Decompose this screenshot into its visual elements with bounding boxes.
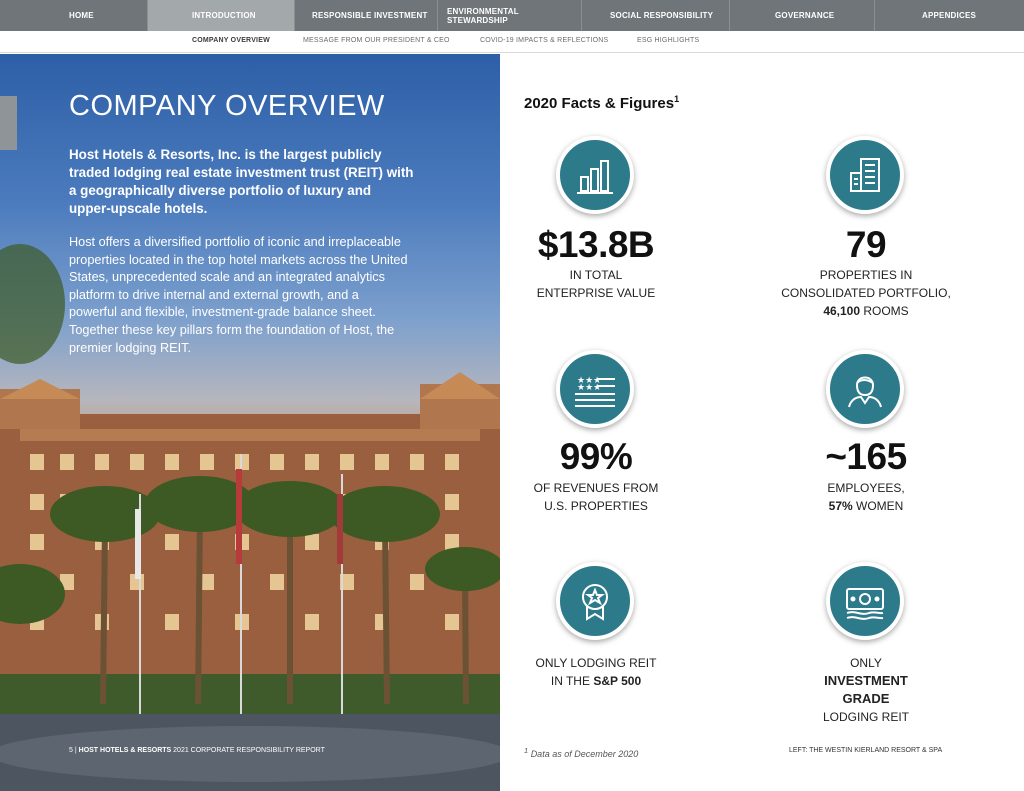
fact-investment-grade-line3: GRADE (746, 690, 986, 708)
fact-enterprise-value: $13.8B (537, 224, 655, 265)
footer-report-title: 2021 CORPORATE RESPONSIBILITY REPORT (173, 747, 325, 754)
fact-enterprise-value-desc: IN TOTAL ENTERPRISE VALUE (476, 266, 716, 302)
tab-appendices[interactable]: APPENDICES (875, 0, 1024, 31)
fact-properties-line2: CONSOLIDATED PORTFOLIO, (781, 286, 951, 300)
fact-sp500-line2: IN THE S&P 500 (476, 672, 716, 690)
edge-tab-marker (0, 96, 17, 150)
hotel-photo (0, 244, 500, 791)
fact-us-revenue-percent: 99% (559, 436, 633, 477)
fact-employees-desc: EMPLOYEES, 57% WOMEN (746, 479, 986, 515)
tab-environmental-stewardship-label: ENVIRONMENTAL STEWARDSHIP (447, 6, 519, 25)
subnav-esg-highlights[interactable]: ESG HIGHLIGHTS (637, 37, 700, 44)
fact-investment-grade-desc: ONLY INVESTMENT GRADE LODGING REIT (746, 654, 986, 726)
tab-appendices-label: APPENDICES (922, 11, 977, 20)
subnav-company-overview[interactable]: COMPANY OVERVIEW (192, 37, 270, 44)
tab-responsible-investment-label: RESPONSIBLE INVESTMENT (312, 11, 428, 20)
fact-investment-grade-line1: ONLY (850, 656, 882, 670)
tab-social-responsibility-label: SOCIAL RESPONSIBILITY (610, 11, 714, 20)
fact-employees-line1: EMPLOYEES, (827, 481, 905, 495)
intro-body-paragraph: Host offers a diversified portfolio of i… (69, 235, 408, 355)
fact-us-revenue-line1: OF REVENUES FROM (533, 481, 659, 495)
fact-sp500-index: S&P 500 (593, 674, 642, 688)
page-number: 5 (69, 747, 73, 754)
tab-governance[interactable]: GOVERNANCE (730, 0, 875, 31)
fact-employees-line2: 57% WOMEN (746, 497, 986, 515)
fact-enterprise-value-line2: ENTERPRISE VALUE (536, 286, 656, 300)
footnote-mark: 1 (524, 746, 529, 755)
fact-properties-line1: PROPERTIES IN (819, 268, 913, 282)
fact-women-percent: 57% (828, 499, 853, 513)
intro-lead-paragraph: Host Hotels & Resorts, Inc. is the large… (69, 147, 414, 216)
top-navigation: HOME INTRODUCTION RESPONSIBLE INVESTMENT… (0, 0, 1024, 31)
svg-text:★★★: ★★★ (577, 376, 601, 386)
woman-employee-icon (826, 350, 904, 428)
sub-navigation: COMPANY OVERVIEW MESSAGE FROM OUR PRESID… (0, 31, 1024, 53)
footnote: 1 Data as of December 2020 (524, 746, 638, 759)
fact-enterprise-value-line1: IN TOTAL (569, 268, 623, 282)
bar-chart-icon (556, 136, 634, 214)
svg-text:★★★: ★★★ (577, 383, 601, 393)
footer-separator: | (74, 747, 77, 754)
fact-investment-word: INVESTMENT (824, 673, 908, 688)
tab-governance-label: GOVERNANCE (775, 11, 835, 20)
subnav-covid-impacts[interactable]: COVID-19 IMPACTS & REFLECTIONS (480, 37, 609, 44)
fact-women-label: WOMEN (852, 499, 904, 513)
footer-brand: HOST HOTELS & RESORTS (78, 747, 172, 754)
tab-home[interactable]: HOME (0, 0, 148, 31)
page-title: COMPANY OVERVIEW (69, 90, 385, 122)
fact-rooms-label: ROOMS (860, 304, 909, 318)
fact-properties-count: 79 (845, 224, 887, 265)
tab-home-label: HOME (69, 11, 94, 20)
fact-properties-line3: 46,100 ROOMS (746, 302, 986, 320)
fact-investment-grade-line4: LODGING REIT (822, 710, 909, 724)
fact-us-revenue-desc: OF REVENUES FROM U.S. PROPERTIES (476, 479, 716, 515)
tab-social-responsibility[interactable]: SOCIAL RESPONSIBILITY (582, 0, 730, 31)
buildings-icon (826, 136, 904, 214)
tab-environmental-stewardship[interactable]: ENVIRONMENTAL STEWARDSHIP (438, 0, 582, 31)
award-ribbon-icon (556, 562, 634, 640)
fact-us-revenue-line2: U.S. PROPERTIES (544, 499, 648, 513)
tab-introduction[interactable]: INTRODUCTION (148, 0, 295, 31)
fact-employees-count: ~165 (825, 436, 907, 477)
fact-properties-desc: PROPERTIES IN CONSOLIDATED PORTFOLIO, 46… (746, 266, 986, 320)
facts-title-text: 2020 Facts & Figures (524, 95, 675, 112)
facts-title: 2020 Facts & Figures1 (524, 94, 679, 112)
subnav-message-from-president[interactable]: MESSAGE FROM OUR PRESIDENT & CEO (303, 37, 450, 44)
footnote-text: Data as of December 2020 (530, 749, 639, 759)
fact-sp500-prefix: IN THE (550, 674, 594, 688)
us-flag-icon: ★★★ ★★★ (556, 350, 634, 428)
fact-sp500-desc: ONLY LODGING REIT IN THE S&P 500 (476, 654, 716, 690)
tab-responsible-investment[interactable]: RESPONSIBLE INVESTMENT (295, 0, 438, 31)
fact-sp500-line1: ONLY LODGING REIT (535, 656, 657, 670)
hotel-photo-panel: COMPANY OVERVIEW Host Hotels & Resorts, … (0, 54, 500, 791)
facts-title-footnote-mark: 1 (674, 94, 680, 104)
page-footer: 5 | HOST HOTELS & RESORTS 2021 CORPORATE… (69, 747, 325, 754)
photo-caption: LEFT: THE WESTIN KIERLAND RESORT & SPA (789, 747, 943, 754)
tab-introduction-label: INTRODUCTION (192, 11, 256, 20)
fact-grade-word: GRADE (842, 691, 890, 706)
fact-rooms-count: 46,100 (823, 304, 861, 318)
fact-investment-grade-line2: INVESTMENT (746, 672, 986, 690)
money-bill-icon (826, 562, 904, 640)
